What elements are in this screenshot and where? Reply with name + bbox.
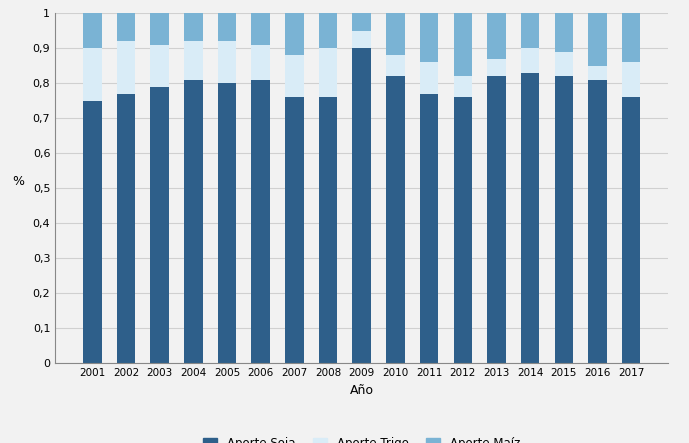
Legend: Aporte Soja, Aporte Trigo, Aporte Maíz: Aporte Soja, Aporte Trigo, Aporte Maíz bbox=[198, 432, 525, 443]
Bar bbox=[555, 52, 573, 76]
Bar bbox=[588, 13, 607, 66]
Bar bbox=[386, 76, 404, 363]
Bar bbox=[251, 45, 270, 80]
Bar bbox=[184, 80, 203, 363]
Bar bbox=[150, 87, 169, 363]
Bar bbox=[420, 62, 438, 94]
Bar bbox=[319, 48, 338, 97]
Bar bbox=[116, 41, 135, 94]
Bar bbox=[218, 83, 236, 363]
Bar bbox=[83, 101, 101, 363]
Bar bbox=[353, 13, 371, 31]
Bar bbox=[521, 13, 539, 48]
Bar bbox=[386, 55, 404, 76]
Bar bbox=[420, 13, 438, 62]
Bar bbox=[285, 55, 304, 97]
Bar bbox=[487, 13, 506, 59]
Bar bbox=[521, 48, 539, 73]
Bar bbox=[521, 73, 539, 363]
Bar bbox=[285, 97, 304, 363]
Bar bbox=[622, 13, 641, 62]
Bar bbox=[353, 31, 371, 48]
Bar bbox=[83, 48, 101, 101]
Bar bbox=[218, 41, 236, 83]
Bar bbox=[251, 80, 270, 363]
Bar bbox=[251, 13, 270, 45]
Y-axis label: %: % bbox=[12, 175, 25, 188]
Bar bbox=[285, 13, 304, 55]
Bar bbox=[453, 97, 472, 363]
Bar bbox=[453, 76, 472, 97]
X-axis label: Año: Año bbox=[350, 384, 373, 396]
Bar bbox=[386, 13, 404, 55]
Bar bbox=[420, 94, 438, 363]
Bar bbox=[622, 62, 641, 97]
Bar bbox=[622, 97, 641, 363]
Bar bbox=[184, 13, 203, 41]
Bar bbox=[116, 94, 135, 363]
Bar bbox=[588, 80, 607, 363]
Bar bbox=[487, 59, 506, 76]
Bar bbox=[218, 13, 236, 41]
Bar bbox=[555, 76, 573, 363]
Bar bbox=[487, 76, 506, 363]
Bar bbox=[588, 66, 607, 80]
Bar bbox=[184, 41, 203, 80]
Bar bbox=[453, 13, 472, 76]
Bar bbox=[353, 48, 371, 363]
Bar bbox=[319, 97, 338, 363]
Bar bbox=[150, 45, 169, 87]
Bar bbox=[83, 13, 101, 48]
Bar bbox=[150, 13, 169, 45]
Bar bbox=[319, 13, 338, 48]
Bar bbox=[555, 13, 573, 52]
Bar bbox=[116, 13, 135, 41]
